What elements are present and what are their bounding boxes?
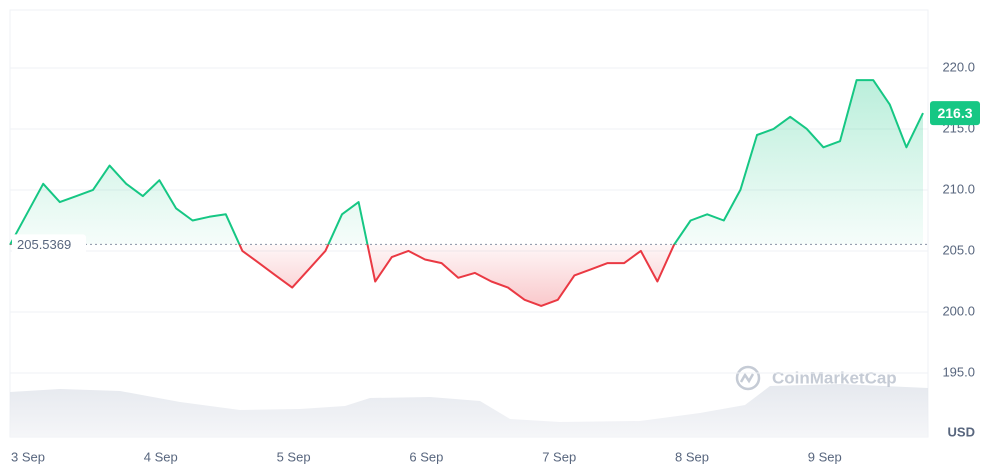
x-tick-label: 5 Sep xyxy=(277,449,311,464)
y-tick-label: 205.0 xyxy=(942,242,975,257)
volume-area xyxy=(10,384,928,437)
watermark: CoinMarketCap xyxy=(772,368,897,387)
baseline-label-bg xyxy=(12,234,86,255)
x-tick-label: 6 Sep xyxy=(409,449,443,464)
x-tick-label: 3 Sep xyxy=(11,449,45,464)
y-tick-label: 195.0 xyxy=(942,364,975,379)
x-tick-label: 9 Sep xyxy=(808,449,842,464)
price-line xyxy=(9,79,924,307)
x-tick-label: 4 Sep xyxy=(144,449,178,464)
y-unit: USD xyxy=(948,424,975,439)
price-badge xyxy=(930,101,980,126)
y-tick-label: 210.0 xyxy=(942,181,975,196)
y-tick-label: 200.0 xyxy=(942,303,975,318)
x-tick-label: 7 Sep xyxy=(542,449,576,464)
baseline-label: 205.5369 xyxy=(17,237,71,252)
price-badge-label: 216.3 xyxy=(937,105,972,121)
x-tick-label: 8 Sep xyxy=(675,449,709,464)
area-fill xyxy=(10,80,923,306)
watermark-logo xyxy=(735,365,761,391)
y-tick-label: 220.0 xyxy=(942,59,975,74)
